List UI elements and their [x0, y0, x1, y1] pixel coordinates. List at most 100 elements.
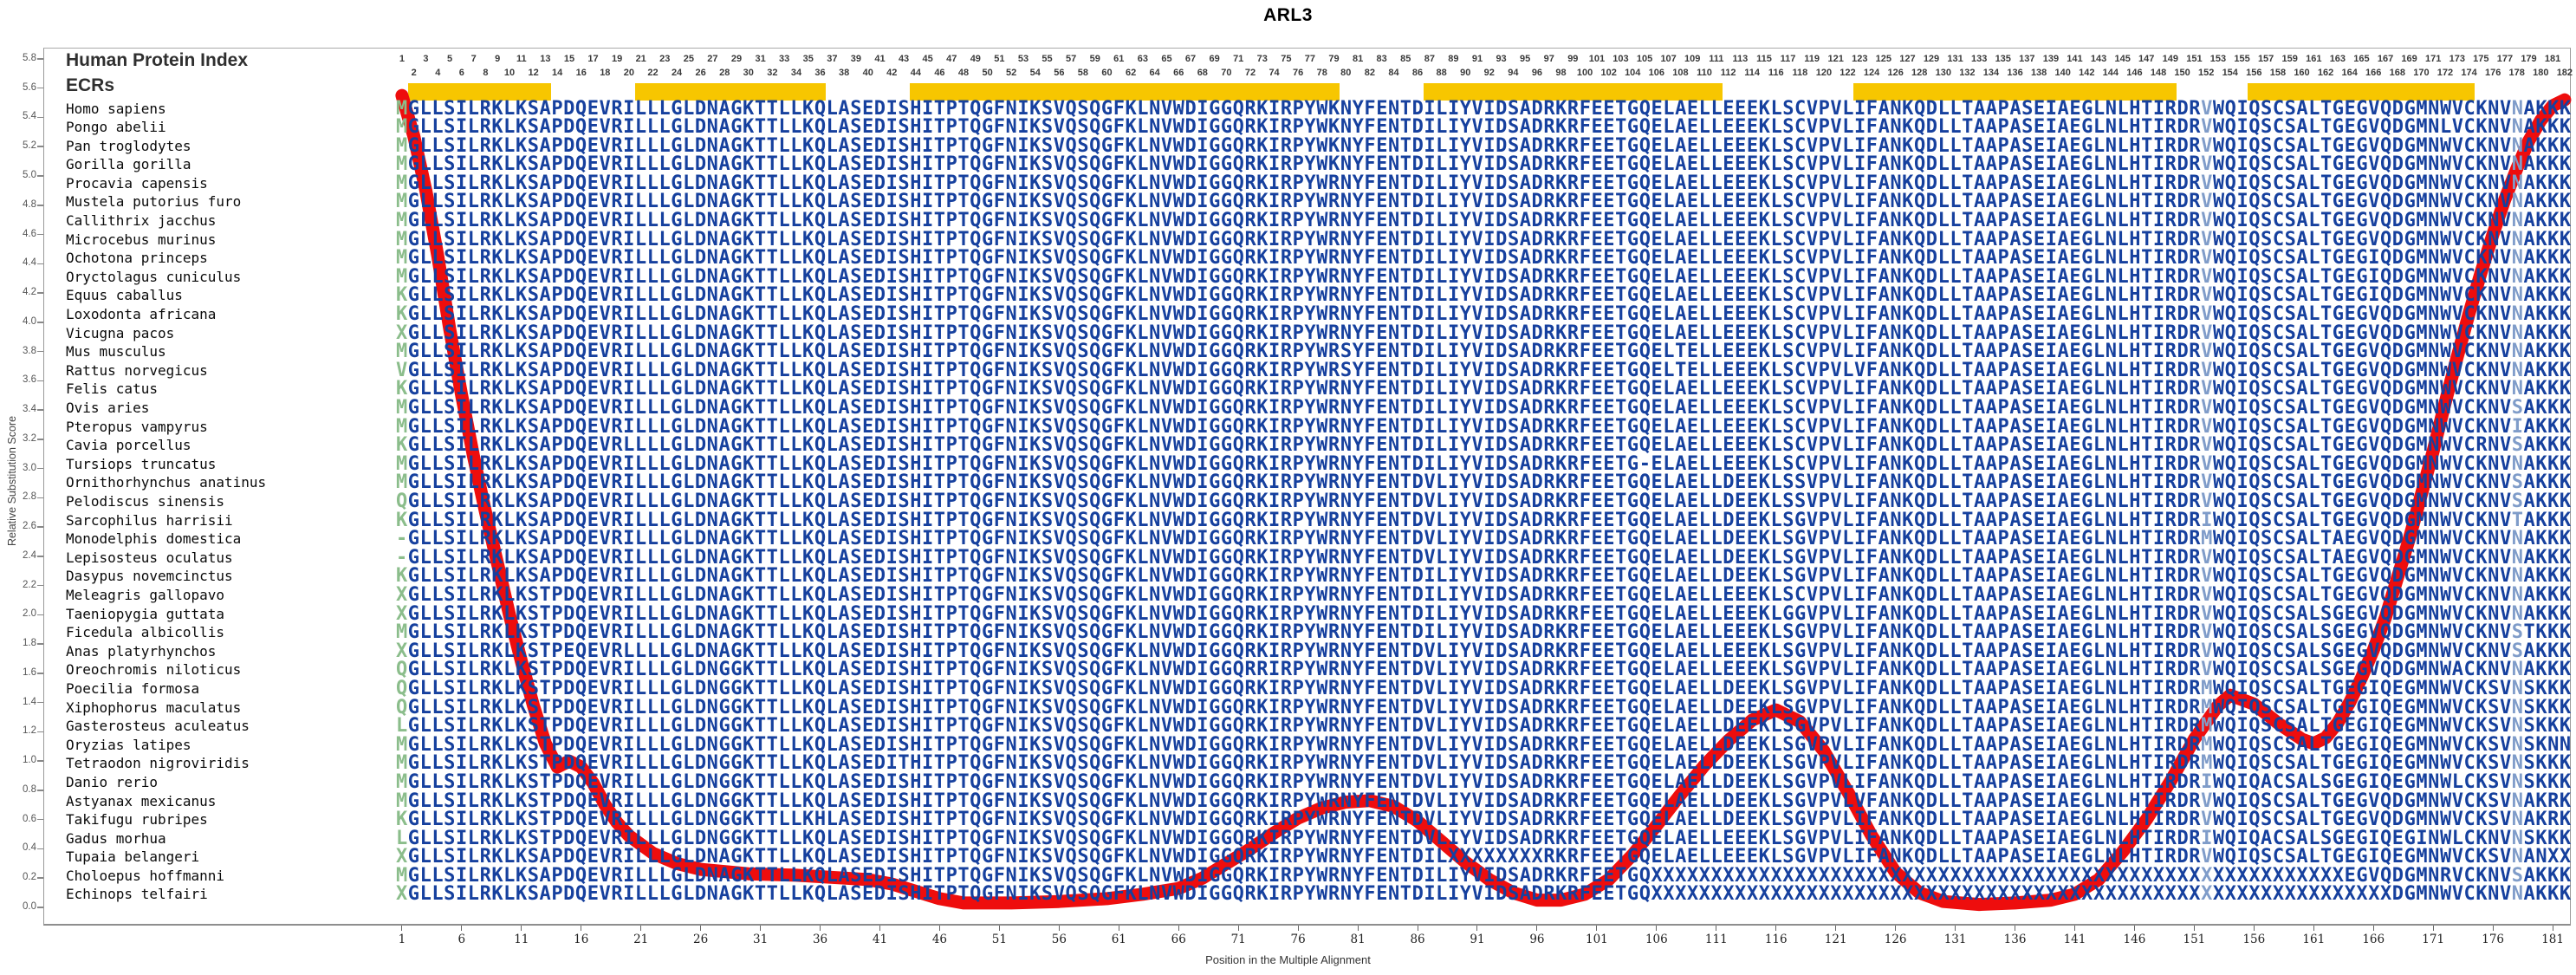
residue-run: GLLSILRKLKSAPDQEVRILLLGLDNAGKTTLLKQLASED… [407, 116, 2202, 139]
species-name: Dasypus novemcinctus [66, 568, 233, 585]
residue-run: WQIQSCSALSGEGVQDGMNWVCKNV [2212, 602, 2512, 625]
y-tick-label: 2.4 [23, 549, 36, 561]
y-tick-mark [37, 760, 43, 762]
y-tick-label: 5.4 [23, 111, 36, 122]
x-tick-label: 156 [2242, 933, 2266, 946]
index-number: 18 [600, 68, 611, 78]
residue-run: AKKK [2523, 397, 2572, 419]
residue-run: S [2511, 471, 2524, 494]
index-number: 160 [2294, 68, 2310, 78]
sequence-row: XGLLSILRKLKSAPDQEVRILLLGLDNAGKTTLLKQLASE… [396, 848, 2572, 867]
index-number: 55 [1041, 54, 1053, 64]
x-tick-label: 41 [872, 933, 888, 946]
residue-run: M [2201, 733, 2213, 756]
residue-run: GLLSILRKLKSAPDQEVRILLLGLDNAGKTTLLKQLASED… [407, 210, 2202, 232]
residue-run: Q [396, 490, 408, 512]
index-number: 111 [1709, 54, 1724, 64]
residue-run: - [396, 528, 408, 550]
residue-run: N [2511, 97, 2524, 120]
residue-run: GLLSILRKLKSAPDQEVRILLLGLDNAGKTTLLKQLASED… [407, 415, 2202, 438]
residue-run: AKKK [2523, 265, 2572, 288]
index-number: 8 [483, 68, 489, 78]
species-name: Xiphophorus maculatus [66, 699, 242, 716]
species-name: Ochotona princeps [66, 250, 208, 267]
index-number: 48 [957, 68, 970, 78]
index-number: 26 [695, 68, 706, 78]
index-number: 56 [1054, 68, 1065, 78]
y-tick-mark [37, 380, 43, 382]
index-number: 115 [1756, 54, 1772, 64]
index-number: 1 [399, 54, 405, 64]
residue-run: N [2511, 827, 2524, 849]
species-name: Astyanax mexicanus [66, 792, 217, 809]
residue-run: WQIQSCSALTGEGVQDGMNWVCRNV [2212, 434, 2512, 457]
residue-run: V [2201, 153, 2213, 176]
index-number: 6 [458, 68, 464, 78]
residue-run: V [2201, 303, 2213, 326]
index-number: 30 [743, 68, 754, 78]
residue-run: V [2201, 247, 2213, 270]
residue-run: K [396, 434, 408, 457]
sequence-row: LGLLSILRKLKSTPDQEVRILLLGLDNGGKTTLLKQLASE… [396, 829, 2572, 848]
residue-run: M [396, 265, 408, 288]
index-number: 53 [1017, 54, 1029, 64]
species-name: Oryctolagus cuniculus [66, 268, 242, 285]
residue-run: AKRK [2523, 790, 2572, 812]
residue-run: WQIQSCSALTGEGVQDGMNWVCKNV [2212, 415, 2512, 438]
index-number: 33 [779, 54, 790, 64]
residue-run: I [2201, 509, 2213, 531]
x-tick-mark [2432, 926, 2434, 931]
residue-run: N [2511, 303, 2524, 326]
index-number: 38 [839, 68, 850, 78]
residue-run: S [2511, 621, 2524, 644]
y-tick-mark [37, 526, 43, 528]
sequence-row: MGLLSILRKLKSAPDQEVRILLLGLDNAGKTTLLKQLASE… [396, 342, 2572, 361]
residue-run: AKKK [2523, 116, 2572, 139]
index-number: 37 [827, 54, 838, 64]
species-name: Ornithorhynchus anatinus [66, 474, 267, 491]
y-tick-mark [37, 907, 43, 908]
x-tick-label: 146 [2123, 933, 2146, 946]
index-number: 86 [1411, 68, 1424, 78]
index-number: 13 [540, 54, 551, 64]
residue-run: WQIQSCSALTGEGVQDGMNWVCKSV [2212, 809, 2512, 831]
index-number: 94 [1508, 68, 1519, 78]
sequence-row: MGLLSILRKLKSAPDQEVRILLLGLDNAGKTTLLKQLASE… [396, 471, 2572, 494]
sequence-row: QGLLSILRKLKSTPDQEVRILLLGLDNGGKTTLLKQLASE… [396, 679, 2572, 698]
index-number: 110 [1697, 68, 1712, 78]
index-number: 4 [435, 68, 441, 78]
species-name: Anas platyrhynchos [66, 642, 217, 660]
index-number: 118 [1792, 68, 1808, 78]
species-name: Meleagris gallopavo [66, 586, 225, 603]
species-name: Mustela putorius furo [66, 193, 242, 211]
y-tick-label: 5.2 [23, 140, 36, 152]
residue-run: AKKK [2523, 490, 2572, 512]
residue-run: AKKK [2523, 434, 2572, 457]
index-number: 51 [994, 54, 1005, 64]
residue-run: GLLSILRKLKSTPDQEVRILLLGLDNAGKTTLLKQLASED… [407, 583, 2202, 606]
index-number: 98 [1555, 68, 1567, 78]
x-tick-mark [1536, 926, 1538, 931]
residue-run: - [396, 546, 408, 569]
ecr-bar [1853, 83, 2177, 101]
residue-run: N [2511, 284, 2524, 307]
index-number: 79 [1328, 54, 1340, 64]
index-number: 164 [2341, 68, 2358, 78]
species-name: Pongo abelii [66, 119, 166, 136]
residue-run: GLLSILRKLKSTPDQEVRILLLGLDNGGKTTLLKQLASED… [407, 770, 2202, 793]
index-number: 119 [1804, 54, 1820, 64]
species-name: Vicugna pacos [66, 324, 175, 341]
residue-run: N [2511, 359, 2524, 381]
residue-run: I [2201, 827, 2213, 849]
y-tick-mark [37, 731, 43, 733]
index-number: 96 [1531, 68, 1543, 78]
x-tick-mark [2193, 926, 2195, 931]
index-number: 84 [1388, 68, 1399, 78]
species-name: Ovis aries [66, 400, 150, 417]
sequence-row: -GLLSILRKLKSAPDQEVRILLLGLDNAGKTTLLKQLASE… [396, 546, 2572, 569]
index-number: 75 [1281, 54, 1292, 64]
species-name: Takifugu rubripes [66, 811, 208, 829]
index-number: 32 [767, 68, 778, 78]
index-number: 126 [1887, 68, 1904, 78]
residue-run: V [396, 359, 408, 381]
